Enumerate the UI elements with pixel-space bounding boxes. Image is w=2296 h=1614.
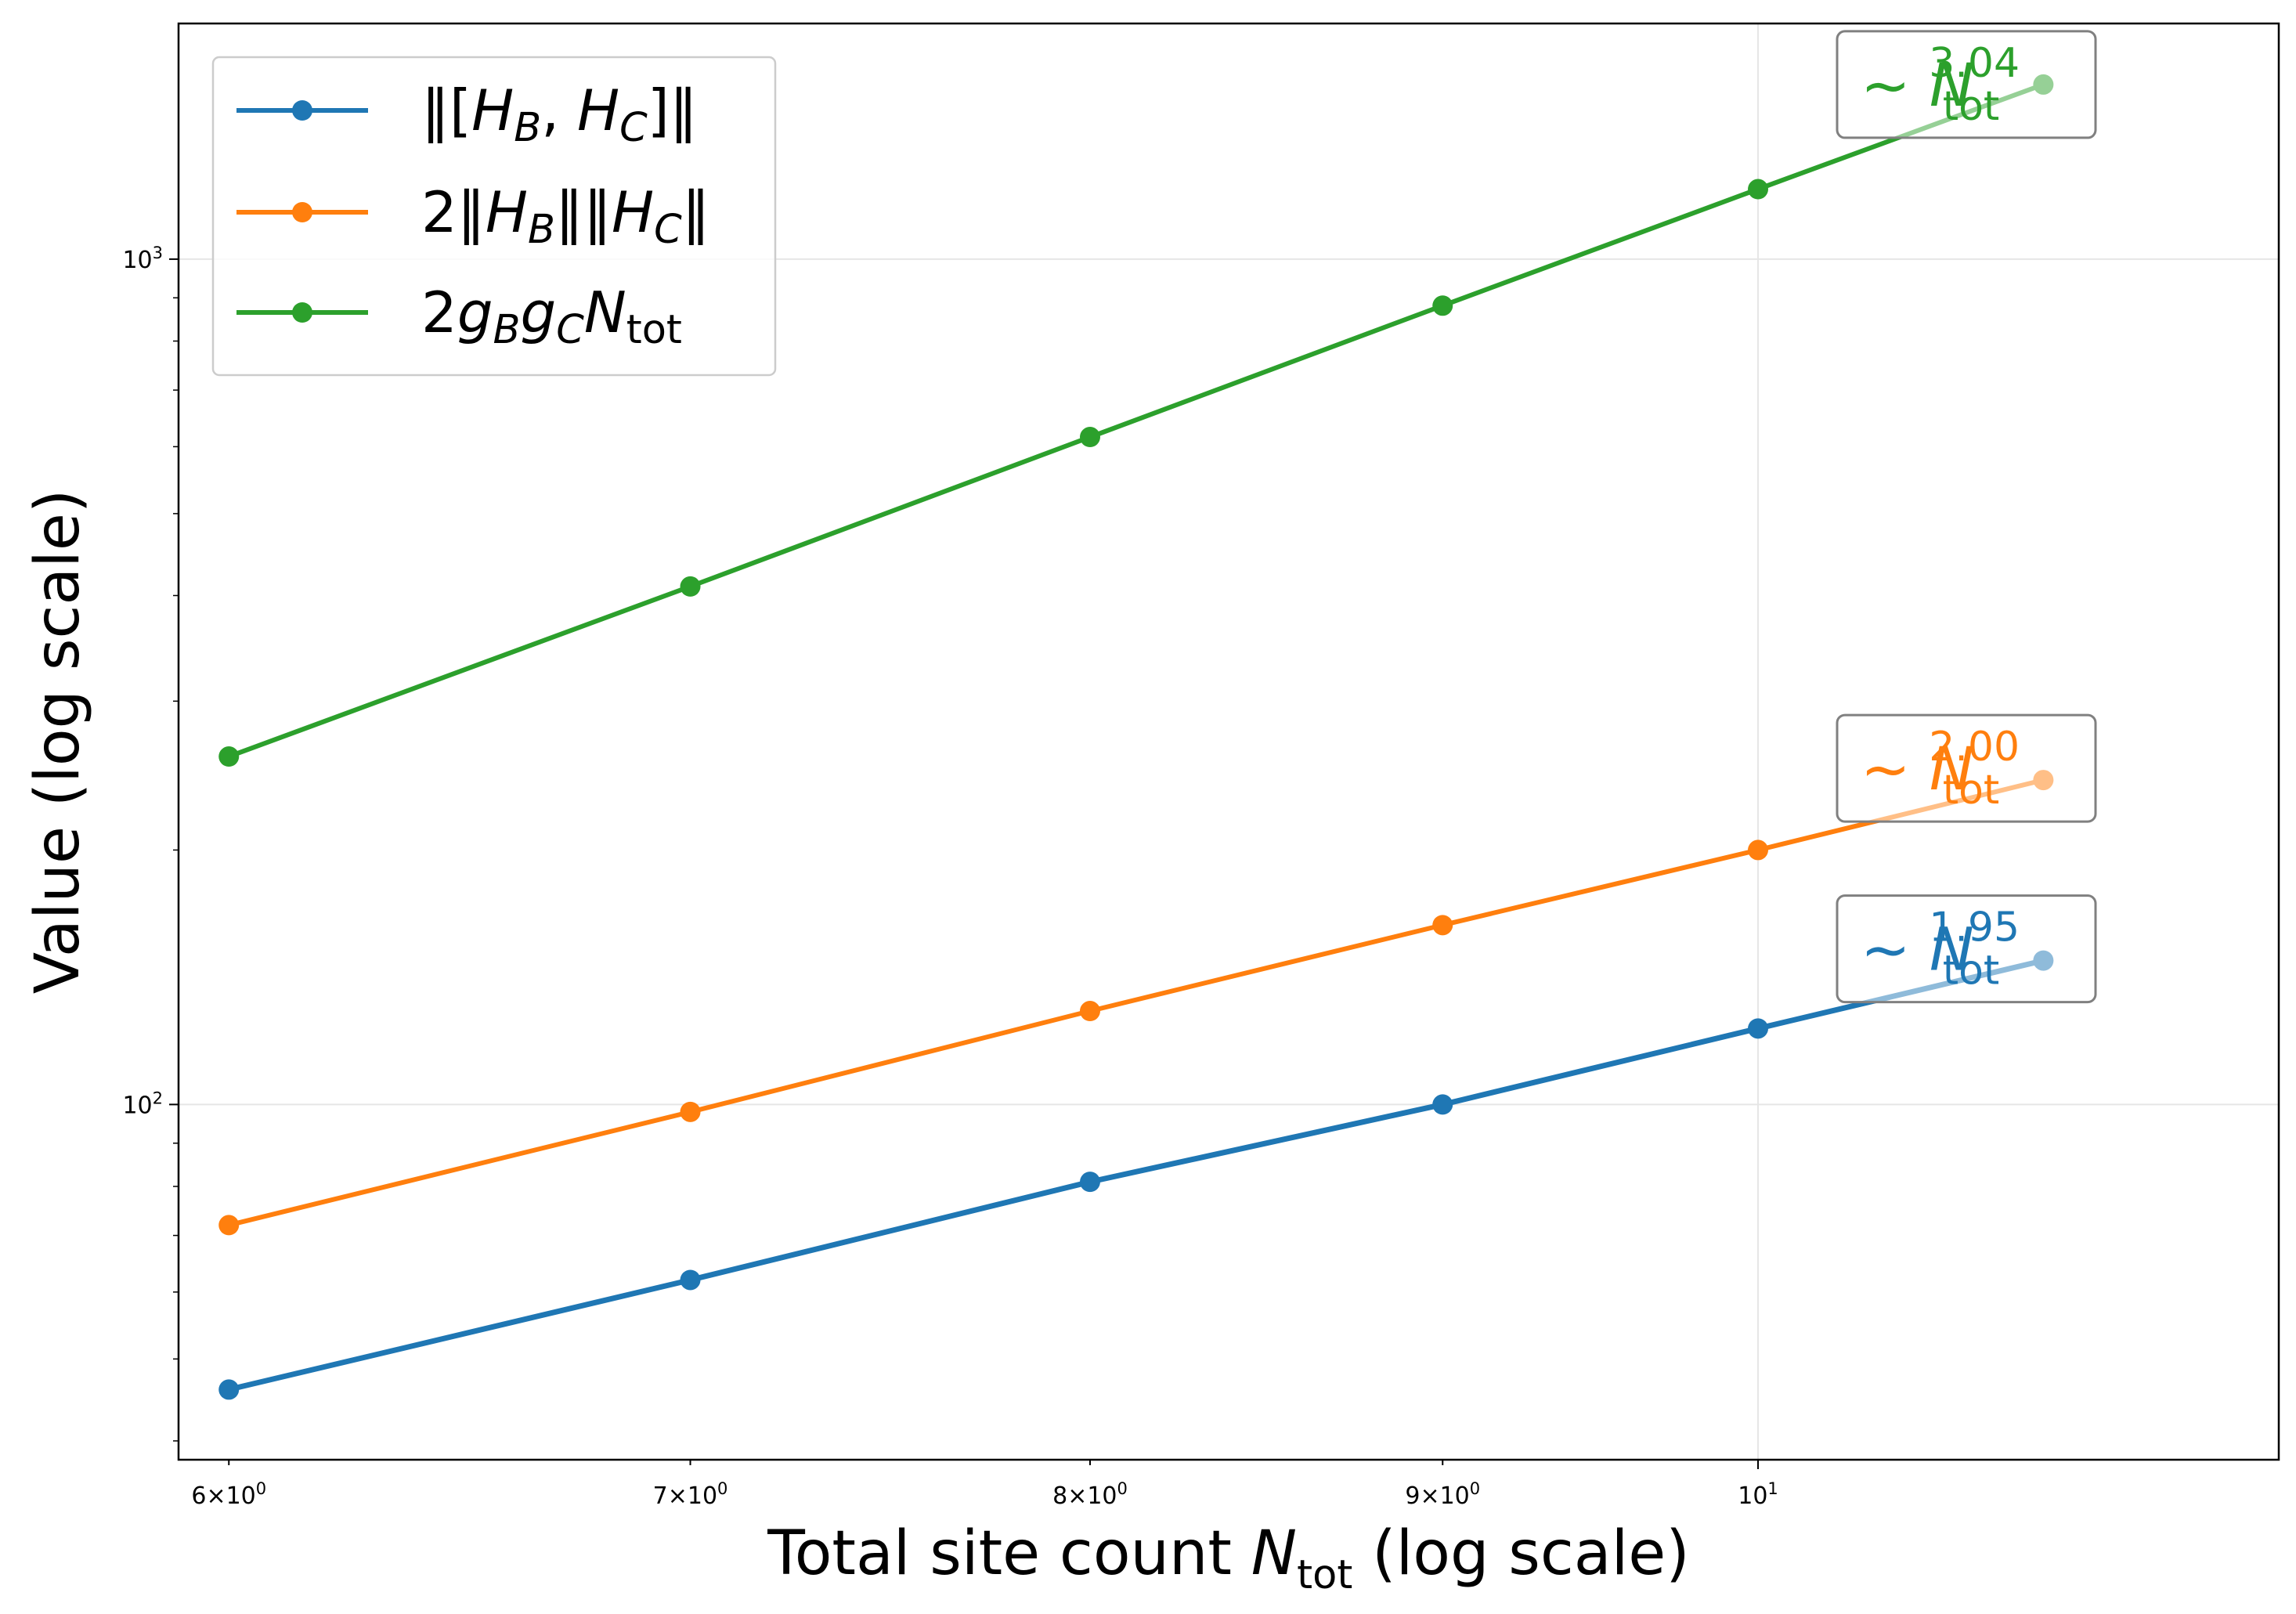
series-line (228, 958, 2045, 1392)
x-axis-title-sub: tot (1297, 1552, 1352, 1598)
legend-label-coupling-bound: 2gBgCNtot (421, 280, 682, 353)
x-tick-label: 7×100 (653, 1479, 728, 1510)
x-tick-label: 101 (1738, 1479, 1778, 1510)
slope-variable: N (1930, 50, 1974, 120)
slope-prefix: ~ (1861, 50, 1930, 120)
slope-prefix: ~ (1861, 734, 1930, 803)
data-point (1432, 295, 1453, 316)
data-point (1079, 1001, 1100, 1022)
data-point (218, 1379, 240, 1400)
x-tick-coef: 6 (191, 1482, 206, 1510)
y-tick-label: 103 (122, 244, 163, 274)
data-point (1748, 179, 1769, 200)
x-axis-title-var: N (1251, 1518, 1297, 1589)
x-axis-title-main: Total site count (767, 1518, 1251, 1589)
x-tick-label: 6×100 (191, 1479, 266, 1510)
y-tick-exp: 3 (153, 244, 163, 262)
x-tick-exp: 0 (256, 1479, 266, 1498)
slope-subscript: tot (1943, 948, 2000, 995)
slope-exponent: 1.95 (1929, 904, 2020, 951)
y-tick-base: 10 (122, 247, 152, 274)
slope-annotations: ~ Ntot1.95~ Ntot2.00~ Ntot3.04 (1836, 30, 2097, 1004)
x-tick-label: 8×100 (1052, 1479, 1128, 1510)
data-point (1748, 1018, 1769, 1039)
data-point (1748, 839, 1769, 861)
slope-box (1836, 713, 2097, 823)
slope-subscript: tot (1943, 83, 2000, 130)
data-point (218, 1215, 240, 1236)
x-tick-coef: 9 (1405, 1482, 1420, 1510)
x-tick-base: ×10 (206, 1482, 255, 1510)
series-line (228, 778, 2045, 1228)
x-tick-base: ×10 (668, 1482, 717, 1510)
x-tick-exp: 0 (1117, 1479, 1128, 1498)
x-tick-coef: 8 (1052, 1482, 1067, 1510)
slope-variable: N (1930, 734, 1974, 803)
slope-subscript: tot (1943, 767, 2000, 814)
series-line (228, 82, 2045, 759)
x-tick-base: ×10 (1067, 1482, 1117, 1510)
slope-prefix: ~ (1861, 915, 1930, 984)
legend-swatch-marker (292, 202, 312, 222)
y-tick-exp: 2 (153, 1089, 163, 1107)
data-point (1432, 915, 1453, 936)
axes-frame (177, 22, 2280, 1461)
legend-swatch-marker (292, 100, 312, 121)
x-tick-label: 9×100 (1405, 1479, 1480, 1510)
slope-exponent: 2.00 (1929, 724, 2020, 771)
x-axis-title: Total site count Ntot (log scale) (767, 1518, 1689, 1598)
slope-box (1836, 30, 2097, 139)
data-point (1432, 1094, 1453, 1115)
legend: ‖[HB, HC]‖ 2‖HB‖‖HC‖ 2gBgCNtot (211, 56, 777, 377)
x-tick-exp: 0 (717, 1479, 727, 1498)
data-point (1079, 1172, 1100, 1193)
y-axis-title: Value (log scale) (23, 489, 93, 995)
legend-label-commutator-norm: ‖[HB, HC]‖ (421, 78, 698, 151)
slope-label: ~ Ntot1.95 (1861, 904, 2020, 995)
data-point (218, 746, 240, 767)
x-tick-base: 10 (1738, 1482, 1767, 1510)
legend-swatch-marker (292, 302, 312, 323)
data-point (680, 1269, 701, 1291)
x-tick-base: ×10 (1420, 1482, 1469, 1510)
x-tick-exp: 1 (1767, 1479, 1778, 1498)
slope-exponent: 3.04 (1929, 40, 2020, 87)
y-tick-label: 102 (122, 1089, 163, 1119)
slope-label: ~ Ntot3.04 (1861, 40, 2020, 130)
slope-label: ~ Ntot2.00 (1861, 724, 2020, 814)
data-point (1079, 427, 1100, 448)
data-point (680, 1101, 701, 1122)
y-tick-base: 10 (122, 1092, 152, 1119)
x-tick-exp: 0 (1470, 1479, 1480, 1498)
x-axis-title-tail: (log scale) (1352, 1518, 1689, 1589)
slope-variable: N (1930, 915, 1974, 984)
data-point (680, 576, 701, 597)
legend-frame (211, 56, 777, 377)
slope-box (1836, 894, 2097, 1004)
x-axis-ticks: 6×100 7×100 8×100 9×100 101 (191, 1460, 1778, 1510)
x-tick-coef: 7 (653, 1482, 668, 1510)
